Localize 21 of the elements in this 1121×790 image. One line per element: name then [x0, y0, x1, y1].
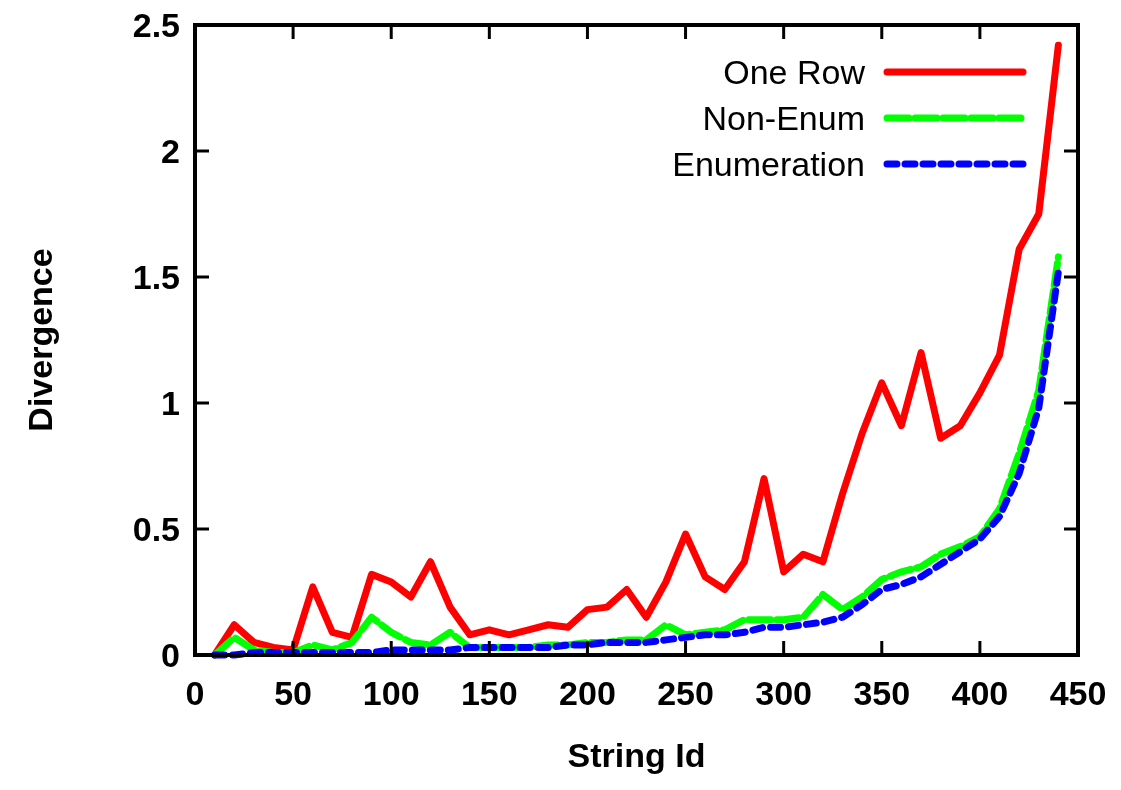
legend-label: One Row	[723, 52, 866, 91]
y-tick-label: 1.5	[132, 257, 180, 296]
x-tick-label: 400	[951, 674, 1009, 712]
y-tick-label: 2	[161, 131, 180, 170]
legend-label: Non-Enum	[702, 98, 865, 137]
y-tick-label: 0.5	[132, 509, 180, 548]
x-axis-title: String Id	[567, 736, 706, 774]
y-axis-title: Divergence	[21, 248, 59, 432]
x-tick-label: 350	[853, 674, 911, 712]
x-tick-label: 150	[460, 674, 518, 712]
x-tick-label: 50	[274, 674, 313, 712]
x-tick-label: 300	[755, 674, 813, 712]
y-tick-label: 0	[161, 635, 180, 674]
x-tick-label: 0	[185, 674, 205, 712]
y-tick-label: 2.5	[132, 5, 180, 44]
y-tick-label: 1	[161, 383, 180, 422]
x-tick-label: 200	[559, 674, 616, 712]
x-tick-label: 450	[1049, 674, 1107, 712]
legend-label: Enumeration	[672, 144, 865, 183]
x-tick-label: 100	[362, 674, 420, 712]
x-tick-label: 250	[657, 674, 714, 712]
